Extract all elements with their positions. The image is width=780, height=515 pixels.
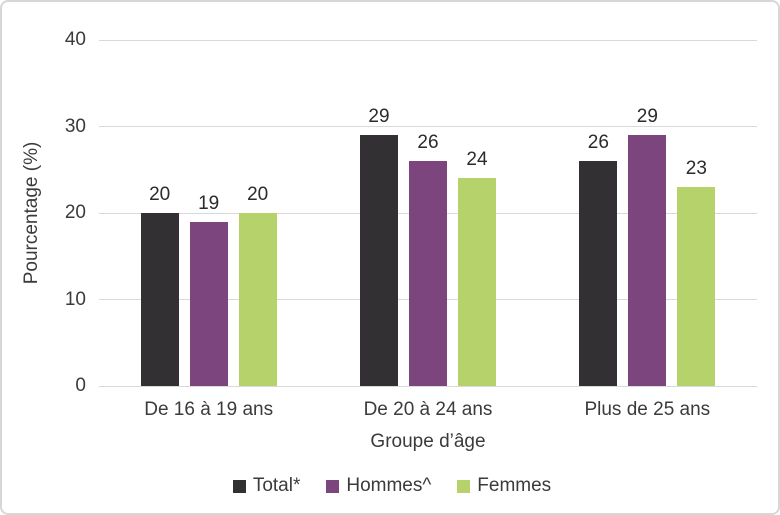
x-axis-line xyxy=(99,385,757,387)
legend-swatch xyxy=(457,479,471,493)
y-tick-label: 10 xyxy=(64,288,86,310)
legend-swatch xyxy=(232,479,246,493)
bar-value-label: 29 xyxy=(636,106,658,128)
bar-femmes xyxy=(677,187,716,386)
y-tick-label: 30 xyxy=(64,115,86,137)
x-axis-title: Groupe d’âge xyxy=(370,431,486,452)
legend-item: Hommes^ xyxy=(326,475,431,497)
bar-value-label: 24 xyxy=(466,149,488,171)
legend-label: Femmes xyxy=(477,475,552,496)
y-tick-label: 20 xyxy=(64,202,86,223)
legend-item: Total* xyxy=(232,475,301,497)
bar-hommes xyxy=(409,161,447,386)
gridline xyxy=(99,39,757,41)
y-tick-label: 0 xyxy=(75,375,86,396)
legend-label: Hommes^ xyxy=(346,475,432,496)
legend: Total* Hommes^ Femmes xyxy=(2,475,778,497)
bar-value-label: 23 xyxy=(685,158,707,180)
y-tick-label: 40 xyxy=(64,29,86,50)
bar-value-label: 29 xyxy=(368,106,390,128)
bar-total xyxy=(360,135,398,386)
bar-hommes xyxy=(189,221,228,386)
bar-femmes xyxy=(458,178,496,386)
bar-value-label: 20 xyxy=(149,184,171,205)
gridline xyxy=(99,126,757,127)
bar-femmes xyxy=(238,213,277,386)
bar-total xyxy=(140,213,179,386)
legend-swatch xyxy=(326,479,340,493)
bar-total xyxy=(579,161,618,386)
bar-hommes xyxy=(628,135,667,386)
x-category-label: De 16 à 19 ans xyxy=(144,399,274,420)
bar-value-label: 26 xyxy=(587,132,609,154)
legend-label: Total* xyxy=(252,475,301,496)
bar-value-label: 20 xyxy=(247,184,269,205)
x-category-label: Plus de 25 ans xyxy=(584,399,711,420)
bar-value-label: 19 xyxy=(198,192,220,214)
legend-item: Femmes xyxy=(457,475,551,497)
x-category-label: De 20 à 24 ans xyxy=(363,399,493,420)
bar-value-label: 26 xyxy=(417,132,439,154)
